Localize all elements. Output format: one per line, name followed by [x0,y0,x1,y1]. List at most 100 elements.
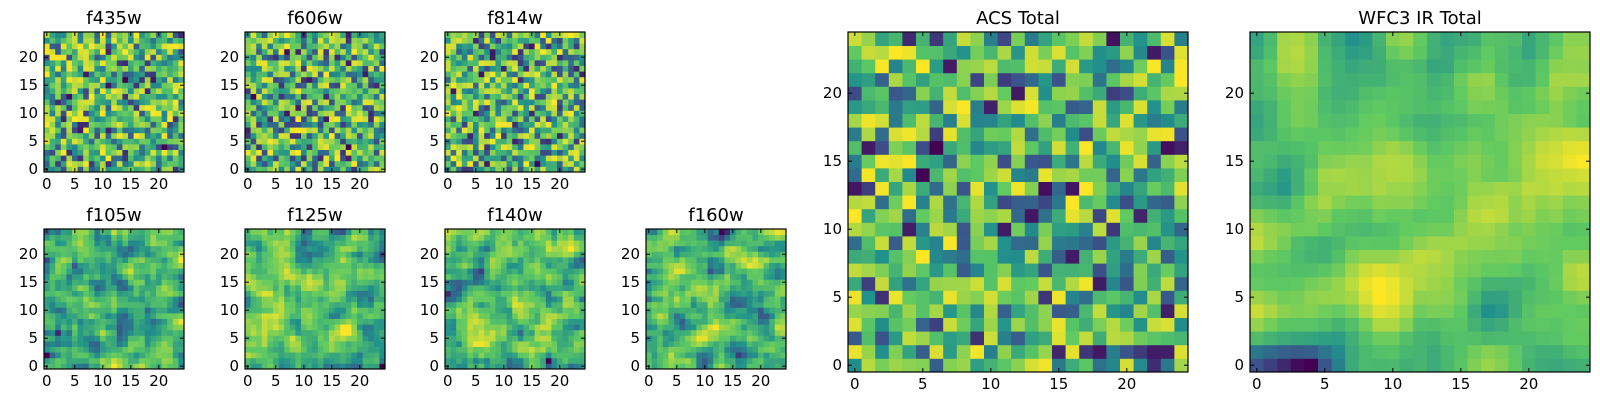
heatmap-cell [139,352,146,359]
heatmap-cell [167,116,174,122]
heatmap-cell [506,240,513,247]
heatmap-cell [60,132,67,139]
heatmap-cell [340,268,347,275]
heatmap-cell [461,138,468,145]
heatmap-cell [111,352,118,359]
heatmap-cell [774,290,781,297]
heatmap-cell [741,229,748,235]
heatmap-cell [77,88,84,94]
heatmap-cell [105,251,112,258]
heatmap-cell [49,313,56,319]
heatmap-cell [512,76,519,83]
heatmap-cell [273,273,279,280]
heatmap-cell [362,99,369,106]
heatmap-cell [562,262,569,269]
heatmap-cell [301,234,307,241]
heatmap-cell [351,60,358,66]
heatmap-cell [379,357,386,364]
heatmap-cell [178,65,185,72]
heatmap-cell [478,357,485,364]
heatmap-cell [49,257,56,263]
heatmap-cell [144,132,151,139]
heatmap-cell [295,32,302,38]
heatmap-cell [579,116,586,122]
heatmap-cell [77,132,84,139]
heatmap-cell [875,208,890,223]
heatmap-cell [545,32,552,38]
heatmap-cell [94,335,101,342]
heatmap-cell [769,313,776,319]
heatmap-cell [128,301,134,308]
heatmap-cell [161,88,168,94]
heatmap-cell [94,318,101,325]
heatmap-cell [1174,344,1189,359]
heatmap-cell [256,357,263,364]
heatmap-cell [718,329,725,336]
heatmap-cell [473,155,479,162]
x-tick-label: 20 [550,175,569,193]
heatmap-cell [735,251,742,258]
heatmap-cell [379,48,386,55]
heatmap-cell [357,240,363,247]
heatmap-cell [956,304,971,318]
heatmap-cell [284,346,291,353]
heatmap-cell [122,245,129,252]
heatmap-cell [517,48,524,55]
heatmap-cell [562,279,569,286]
heatmap-cell [323,290,330,297]
heatmap-cell [250,127,257,134]
heatmap-cell [523,127,530,134]
heatmap-cell [77,144,84,150]
heatmap-cell [450,318,457,325]
heatmap-cell [368,329,375,336]
heatmap-cell [473,60,479,66]
heatmap-cell [72,262,78,269]
heatmap-cell [351,54,358,61]
heatmap-cell [902,331,917,346]
heatmap-cell [517,54,524,61]
heatmap-cell [161,99,168,106]
heatmap-cell [351,257,358,263]
heatmap-cell [450,32,457,38]
heatmap-cell [312,99,319,106]
heatmap-cell [888,249,903,264]
heatmap-cell [245,352,251,359]
heatmap-cell [77,160,84,167]
heatmap-cell [77,99,84,106]
heatmap-cell [557,110,563,117]
heatmap-cell [161,268,168,275]
heatmap-cell [172,104,179,111]
heatmap-cell [261,335,268,342]
heatmap-cell [724,329,731,336]
heatmap-cell [368,273,375,280]
heatmap-cell [284,110,291,117]
heatmap-cell [345,262,352,269]
heatmap-cell [295,290,302,297]
heatmap-cell [478,234,485,241]
heatmap-cell [105,132,112,139]
heatmap-cell [340,110,347,117]
heatmap-cell [105,54,112,61]
heatmap-cell [1011,358,1026,373]
heatmap-cell [970,344,985,359]
heatmap-cell [323,251,330,258]
heatmap-cell [534,43,541,50]
heatmap-cell [1038,168,1053,182]
heatmap-cell [467,273,474,280]
heatmap-cell [473,76,479,83]
heatmap-cell [116,127,123,134]
heatmap-cell [44,99,50,106]
heatmap-cell [1147,304,1162,318]
heatmap-cell [1174,290,1189,305]
heatmap-cell [501,65,507,72]
heatmap-cell [116,301,123,308]
heatmap-cell [139,341,146,347]
y-tick-label: 0 [229,357,239,375]
heatmap-cell [323,65,330,72]
heatmap-cell [668,251,675,258]
heatmap-cell [540,43,547,50]
heatmap-cell [351,93,358,100]
heatmap-cell [445,262,451,269]
heatmap-cell [306,160,313,167]
heatmap-cell [690,234,697,241]
